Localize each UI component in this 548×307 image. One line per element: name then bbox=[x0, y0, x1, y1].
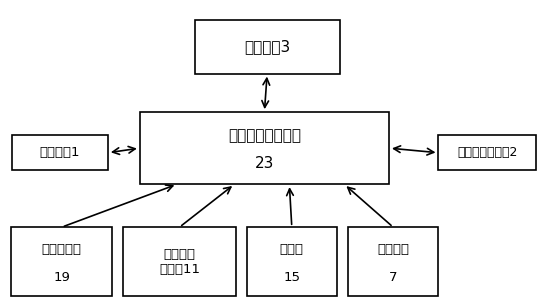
Text: 23: 23 bbox=[255, 156, 274, 171]
Text: 计数器: 计数器 bbox=[280, 243, 304, 256]
Text: 15: 15 bbox=[283, 270, 300, 284]
Text: 公交专用信号灯2: 公交专用信号灯2 bbox=[457, 146, 517, 159]
FancyBboxPatch shape bbox=[247, 227, 337, 296]
Text: 道路指示牌: 道路指示牌 bbox=[42, 243, 82, 256]
FancyBboxPatch shape bbox=[123, 227, 236, 296]
FancyBboxPatch shape bbox=[12, 135, 108, 170]
FancyBboxPatch shape bbox=[195, 20, 340, 74]
FancyBboxPatch shape bbox=[438, 135, 536, 170]
Text: 19: 19 bbox=[53, 270, 70, 284]
Text: 交叉口信号控制器: 交叉口信号控制器 bbox=[228, 128, 301, 143]
Text: 主控制器3: 主控制器3 bbox=[244, 39, 290, 54]
FancyBboxPatch shape bbox=[348, 227, 438, 296]
Text: 7: 7 bbox=[389, 270, 397, 284]
Text: 主信号灯1: 主信号灯1 bbox=[40, 146, 80, 159]
FancyBboxPatch shape bbox=[140, 112, 389, 184]
Text: 感应线圈: 感应线圈 bbox=[377, 243, 409, 256]
Text: 公交进入
指示牌11: 公交进入 指示牌11 bbox=[159, 248, 200, 276]
FancyBboxPatch shape bbox=[11, 227, 112, 296]
